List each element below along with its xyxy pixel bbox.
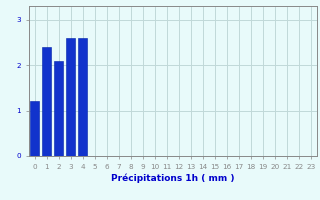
Bar [54,61,63,156]
Bar [78,38,87,156]
Bar [42,47,51,156]
Bar [30,101,39,156]
X-axis label: Précipitations 1h ( mm ): Précipitations 1h ( mm ) [111,174,235,183]
Bar [66,38,75,156]
